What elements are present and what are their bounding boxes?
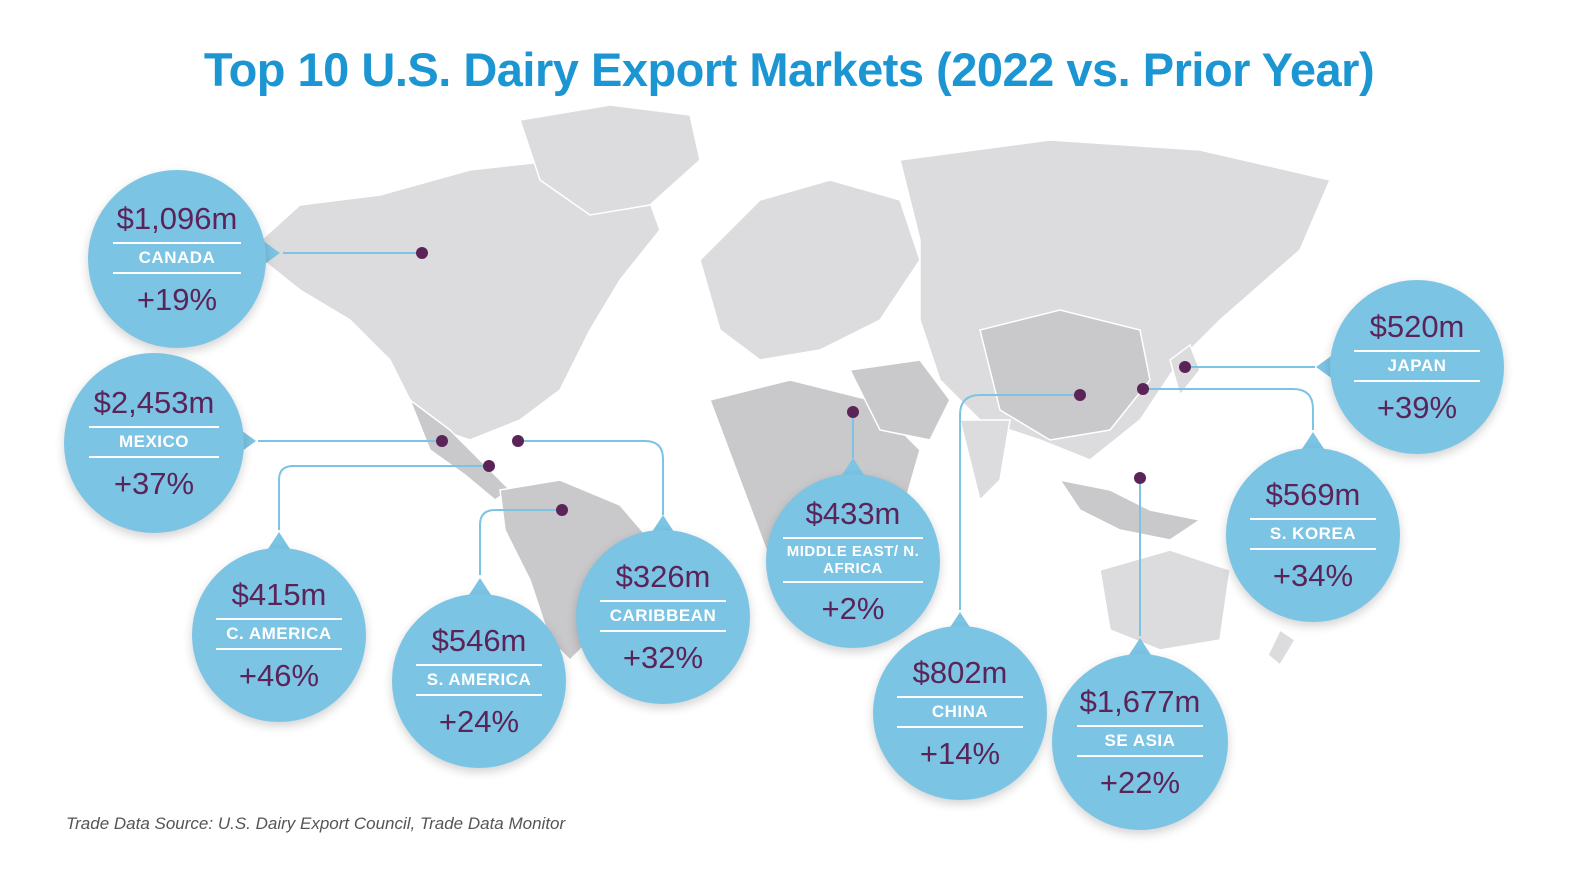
connector-s-korea xyxy=(1143,388,1314,430)
bubble-mexico: $2,453m MEXICO +37% xyxy=(64,353,244,533)
india-landmass xyxy=(959,419,1011,502)
north-america-landmass xyxy=(248,159,661,441)
value: $569m xyxy=(1265,477,1361,513)
change: +24% xyxy=(438,703,520,739)
bubble-s-korea: $569m S. KOREA +34% xyxy=(1226,448,1400,622)
value: $546m xyxy=(431,623,527,659)
australia-landmass xyxy=(1099,549,1231,651)
value: $520m xyxy=(1369,309,1465,345)
dot-se-asia xyxy=(1134,472,1146,484)
tip-se-asia xyxy=(1127,638,1153,658)
change: +2% xyxy=(821,591,885,627)
bubble-china: $802m CHINA +14% xyxy=(873,626,1047,800)
market-name: CHINA xyxy=(897,696,1023,728)
bubble-japan: $520m JAPAN +39% xyxy=(1330,280,1504,454)
bubble-canada: $1,096m CANADA +19% xyxy=(88,170,266,348)
value: $415m xyxy=(231,577,327,613)
chart-title: Top 10 U.S. Dairy Export Markets (2022 v… xyxy=(203,43,1375,96)
tip-me-africa xyxy=(840,458,866,478)
value: $802m xyxy=(912,655,1008,691)
change: +34% xyxy=(1272,557,1354,593)
market-name: SE ASIA xyxy=(1076,725,1204,757)
change: +39% xyxy=(1376,389,1458,425)
market-name: CANADA xyxy=(112,242,242,274)
tip-s-korea xyxy=(1300,432,1326,452)
value: $433m xyxy=(805,495,901,531)
bubble-middle-east-n-africa: $433m MIDDLE EAST/ N. AFRICA +2% xyxy=(766,474,940,648)
change: +32% xyxy=(622,639,704,675)
connector-caribbean xyxy=(518,440,664,515)
dot-canada xyxy=(416,247,428,259)
value: $1,096m xyxy=(116,201,238,237)
dot-mexico xyxy=(436,435,448,447)
market-name: CARIBBEAN xyxy=(600,600,726,632)
connector-china xyxy=(959,394,1080,610)
greenland-landmass xyxy=(519,104,701,216)
connector-c-america xyxy=(278,465,489,530)
tip-c-america xyxy=(266,532,292,552)
market-name: S. KOREA xyxy=(1250,518,1376,550)
value: $2,453m xyxy=(93,385,215,421)
europe-landmass xyxy=(699,179,921,361)
dot-me-africa xyxy=(847,406,859,418)
market-name: MEXICO xyxy=(89,426,219,458)
dot-china xyxy=(1074,389,1086,401)
value: $326m xyxy=(615,559,711,595)
market-name: JAPAN xyxy=(1354,350,1480,382)
source-note: Trade Data Source: U.S. Dairy Export Cou… xyxy=(66,814,566,833)
change: +22% xyxy=(1099,764,1181,800)
tip-canada xyxy=(262,240,280,266)
bubble-se-asia: $1,677m SE ASIA +22% xyxy=(1052,654,1228,830)
market-name: MIDDLE EAST/ N. AFRICA xyxy=(783,536,923,584)
bubble-caribbean: $326m CARIBBEAN +32% xyxy=(576,530,750,704)
dot-s-america xyxy=(556,504,568,516)
tip-s-america xyxy=(467,578,493,598)
middle-east-landmass xyxy=(848,359,951,441)
market-name: S. AMERICA xyxy=(416,664,542,696)
connector-s-america xyxy=(479,509,562,575)
se-asia-landmass xyxy=(1058,478,1202,541)
new-zealand-landmass xyxy=(1267,628,1297,667)
dot-s-korea xyxy=(1137,383,1149,395)
value: $1,677m xyxy=(1079,684,1201,720)
dot-caribbean xyxy=(512,435,524,447)
change: +14% xyxy=(919,735,1001,771)
bubble-s-america: $546m S. AMERICA +24% xyxy=(392,594,566,768)
change: +19% xyxy=(136,281,218,317)
change: +46% xyxy=(238,657,320,693)
china-landmass xyxy=(979,309,1151,441)
market-name: C. AMERICA xyxy=(216,618,342,650)
tip-japan xyxy=(1316,354,1334,380)
bubble-c-america: $415m C. AMERICA +46% xyxy=(192,548,366,722)
dot-c-america xyxy=(483,460,495,472)
dot-japan xyxy=(1179,361,1191,373)
change: +37% xyxy=(113,465,195,501)
